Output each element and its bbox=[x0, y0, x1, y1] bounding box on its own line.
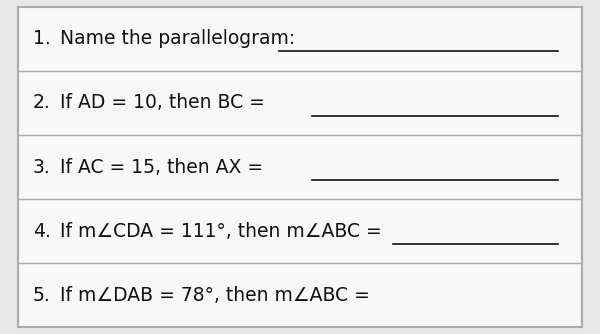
Text: 1.: 1. bbox=[33, 29, 51, 48]
Text: 3.: 3. bbox=[33, 158, 51, 176]
Text: If AD = 10, then BC =: If AD = 10, then BC = bbox=[60, 94, 265, 112]
Text: 4.: 4. bbox=[33, 222, 51, 240]
Text: If m∠CDA = 111°, then m∠ABC =: If m∠CDA = 111°, then m∠ABC = bbox=[60, 222, 382, 240]
Text: 2.: 2. bbox=[33, 94, 51, 112]
Text: If AC = 15, then AX =: If AC = 15, then AX = bbox=[60, 158, 263, 176]
Text: If m∠DAB = 78°, then m∠ABC =: If m∠DAB = 78°, then m∠ABC = bbox=[60, 286, 370, 305]
Text: 5.: 5. bbox=[33, 286, 51, 305]
Text: Name the parallelogram:: Name the parallelogram: bbox=[60, 29, 295, 48]
